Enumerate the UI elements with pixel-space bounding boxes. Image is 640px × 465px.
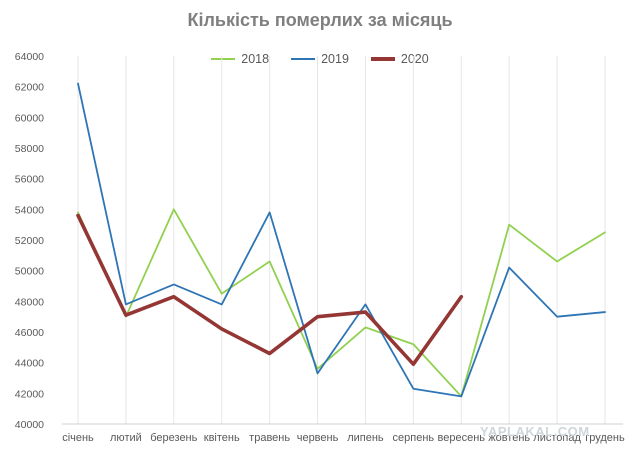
y-tick-label: 48000 [15,296,44,308]
x-tick-label: вересень [438,432,486,444]
x-tick-label: липень [347,432,384,444]
x-tick-label: червень [297,432,339,444]
y-tick-label: 58000 [15,143,44,155]
series-line-2019 [77,82,606,398]
x-tick-label: травень [249,432,290,444]
y-tick-label: 40000 [15,419,44,431]
y-tick-label: 42000 [15,388,44,400]
x-tick-label: лютий [110,432,142,444]
x-tick-label: серпень [393,432,435,444]
x-tick-label: жовтень [488,432,530,444]
legend-item-2019: 2019 [291,52,349,66]
legend-item-2020: 2020 [370,52,429,66]
y-tick-label: 54000 [15,204,44,216]
legend-label: 2020 [400,52,429,66]
y-tick-label: 52000 [15,235,44,247]
y-tick-label: 46000 [15,327,44,339]
chart-title: Кількість померлих за місяць [187,10,453,30]
x-tick-label: січень [62,432,94,444]
legend-label: 2019 [321,52,349,66]
legend: 2018 2019 2020 [0,52,640,66]
legend-label: 2018 [241,52,270,66]
legend-swatch [370,57,395,61]
y-tick-label: 44000 [15,358,44,370]
x-tick-label: березень [150,432,197,444]
y-tick-label: 50000 [15,266,44,278]
series-line-2020 [76,213,464,367]
y-tick-label: 56000 [15,174,44,186]
legend-swatch [211,58,236,60]
legend-swatch [291,58,316,60]
legend-item-2018: 2018 [211,52,269,66]
y-tick-label: 64000 [15,51,44,63]
series-line-2018 [77,208,606,398]
x-tick-label: квітень [204,432,240,444]
y-tick-label: 60000 [15,112,44,124]
watermark: YAPLAKAL.COM [480,424,590,439]
y-tick-label: 62000 [15,82,44,94]
x-tick-label: грудень [585,432,625,444]
x-tick-label: листопад [533,432,581,444]
